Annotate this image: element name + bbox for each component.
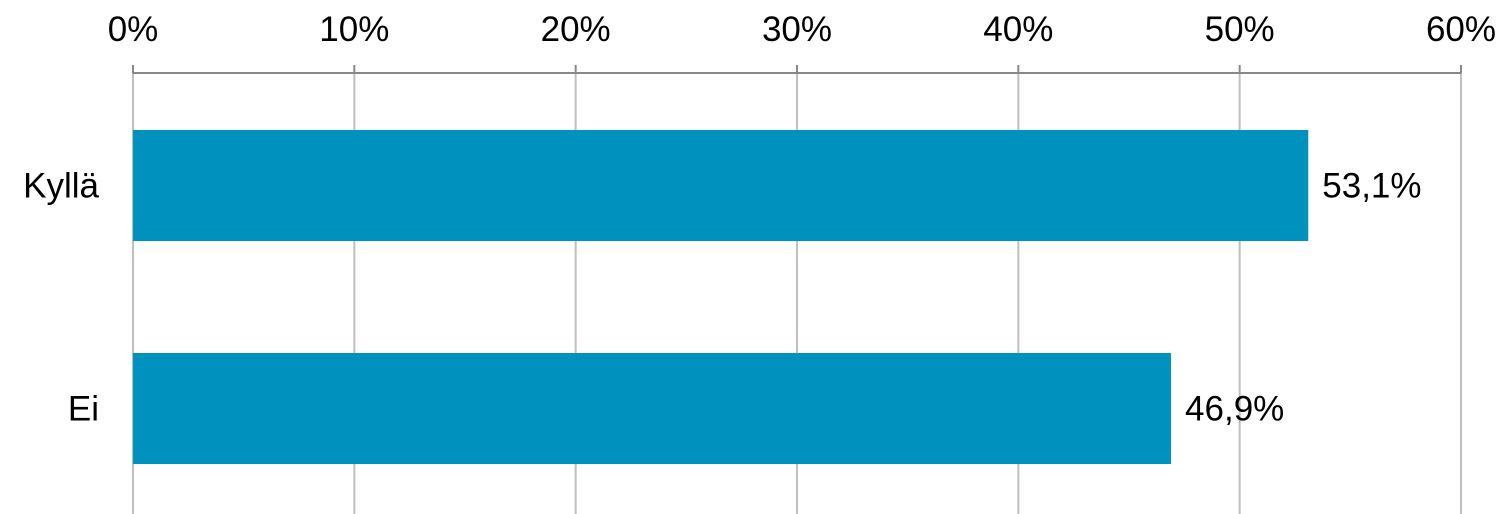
x-tick-label: 40% — [983, 10, 1053, 49]
x-tick-label: 30% — [762, 10, 832, 49]
bars — [133, 130, 1309, 464]
category-label: Ei — [68, 390, 99, 429]
x-tick-label: 50% — [1205, 10, 1275, 49]
x-tick-label: 60% — [1426, 10, 1496, 49]
bar — [133, 353, 1172, 464]
x-tick-label: 0% — [108, 10, 159, 49]
bar — [133, 130, 1309, 241]
data-label: 46,9% — [1185, 390, 1284, 429]
labels: 0% 10% 20% 30% 40% 50% 60% Kyllä 53,1% Ei 46,9% — [23, 10, 1496, 429]
data-label: 53,1% — [1322, 167, 1421, 206]
x-tick-label: 20% — [541, 10, 611, 49]
x-tick-label: 10% — [319, 10, 389, 49]
category-label: Kyllä — [23, 167, 99, 206]
x-axis — [132, 65, 1462, 74]
